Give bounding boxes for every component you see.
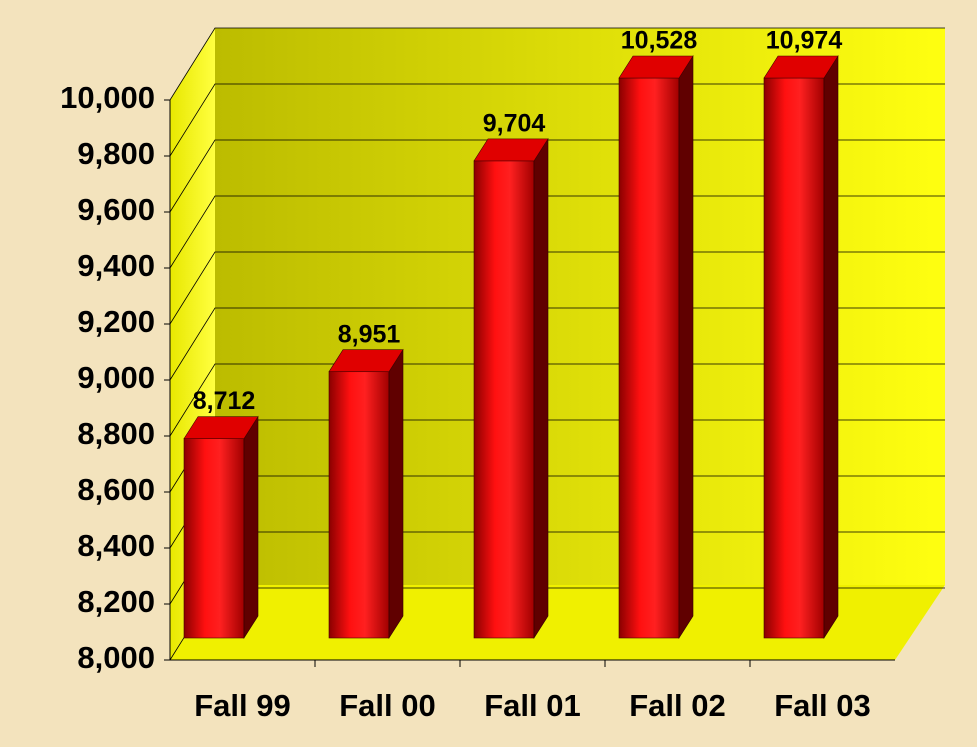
grid-line: [169, 195, 945, 269]
y-tick-label: 9,800: [77, 136, 155, 171]
x-tick-label: Fall 01: [484, 688, 581, 723]
bar: [183, 415, 259, 640]
bar-front: [618, 77, 680, 639]
value-label: 10,528: [621, 27, 698, 55]
bar-front: [328, 371, 390, 639]
bar-side: [388, 348, 404, 640]
grid-line: [169, 251, 945, 325]
bar: [763, 54, 839, 640]
value-label: 8,951: [338, 320, 401, 348]
bar-side: [243, 415, 259, 640]
bar-front: [183, 438, 245, 639]
grid-line: [169, 83, 945, 157]
x-tick-label: Fall 99: [194, 688, 291, 723]
bar-top: [763, 55, 839, 79]
y-tick-label: 8,200: [77, 584, 155, 619]
y-tick-label: 10,000: [60, 80, 155, 115]
value-label: 8,712: [193, 387, 256, 415]
grid-line: [169, 139, 945, 213]
x-tick-label: Fall 00: [339, 688, 436, 723]
bar: [328, 348, 404, 640]
bar-top: [328, 349, 404, 373]
bar-side: [678, 54, 694, 640]
x-tick-label: Fall 02: [629, 688, 726, 723]
bar-top: [473, 138, 549, 162]
y-tick-label: 8,000: [77, 640, 155, 675]
grid-line: [169, 307, 945, 381]
y-tick-label: 8,600: [77, 472, 155, 507]
grid-line: [169, 27, 945, 101]
bar-front: [473, 160, 535, 639]
y-tick-label: 8,800: [77, 416, 155, 451]
grid-line: [169, 363, 945, 437]
bar-side: [533, 137, 549, 640]
y-tick-label: 9,600: [77, 192, 155, 227]
value-label: 10,974: [766, 27, 843, 55]
y-tick-label: 8,400: [77, 528, 155, 563]
x-tick-label: Fall 03: [774, 688, 871, 723]
y-tick-label: 9,200: [77, 304, 155, 339]
bar-front: [763, 77, 825, 639]
bar-top: [183, 416, 259, 439]
y-tick-label: 9,000: [77, 360, 155, 395]
bar-top: [618, 55, 694, 79]
bar: [473, 137, 549, 640]
bar: [618, 54, 694, 640]
bar-side: [823, 54, 839, 640]
y-tick-label: 9,400: [77, 248, 155, 283]
value-label: 9,704: [483, 109, 546, 137]
